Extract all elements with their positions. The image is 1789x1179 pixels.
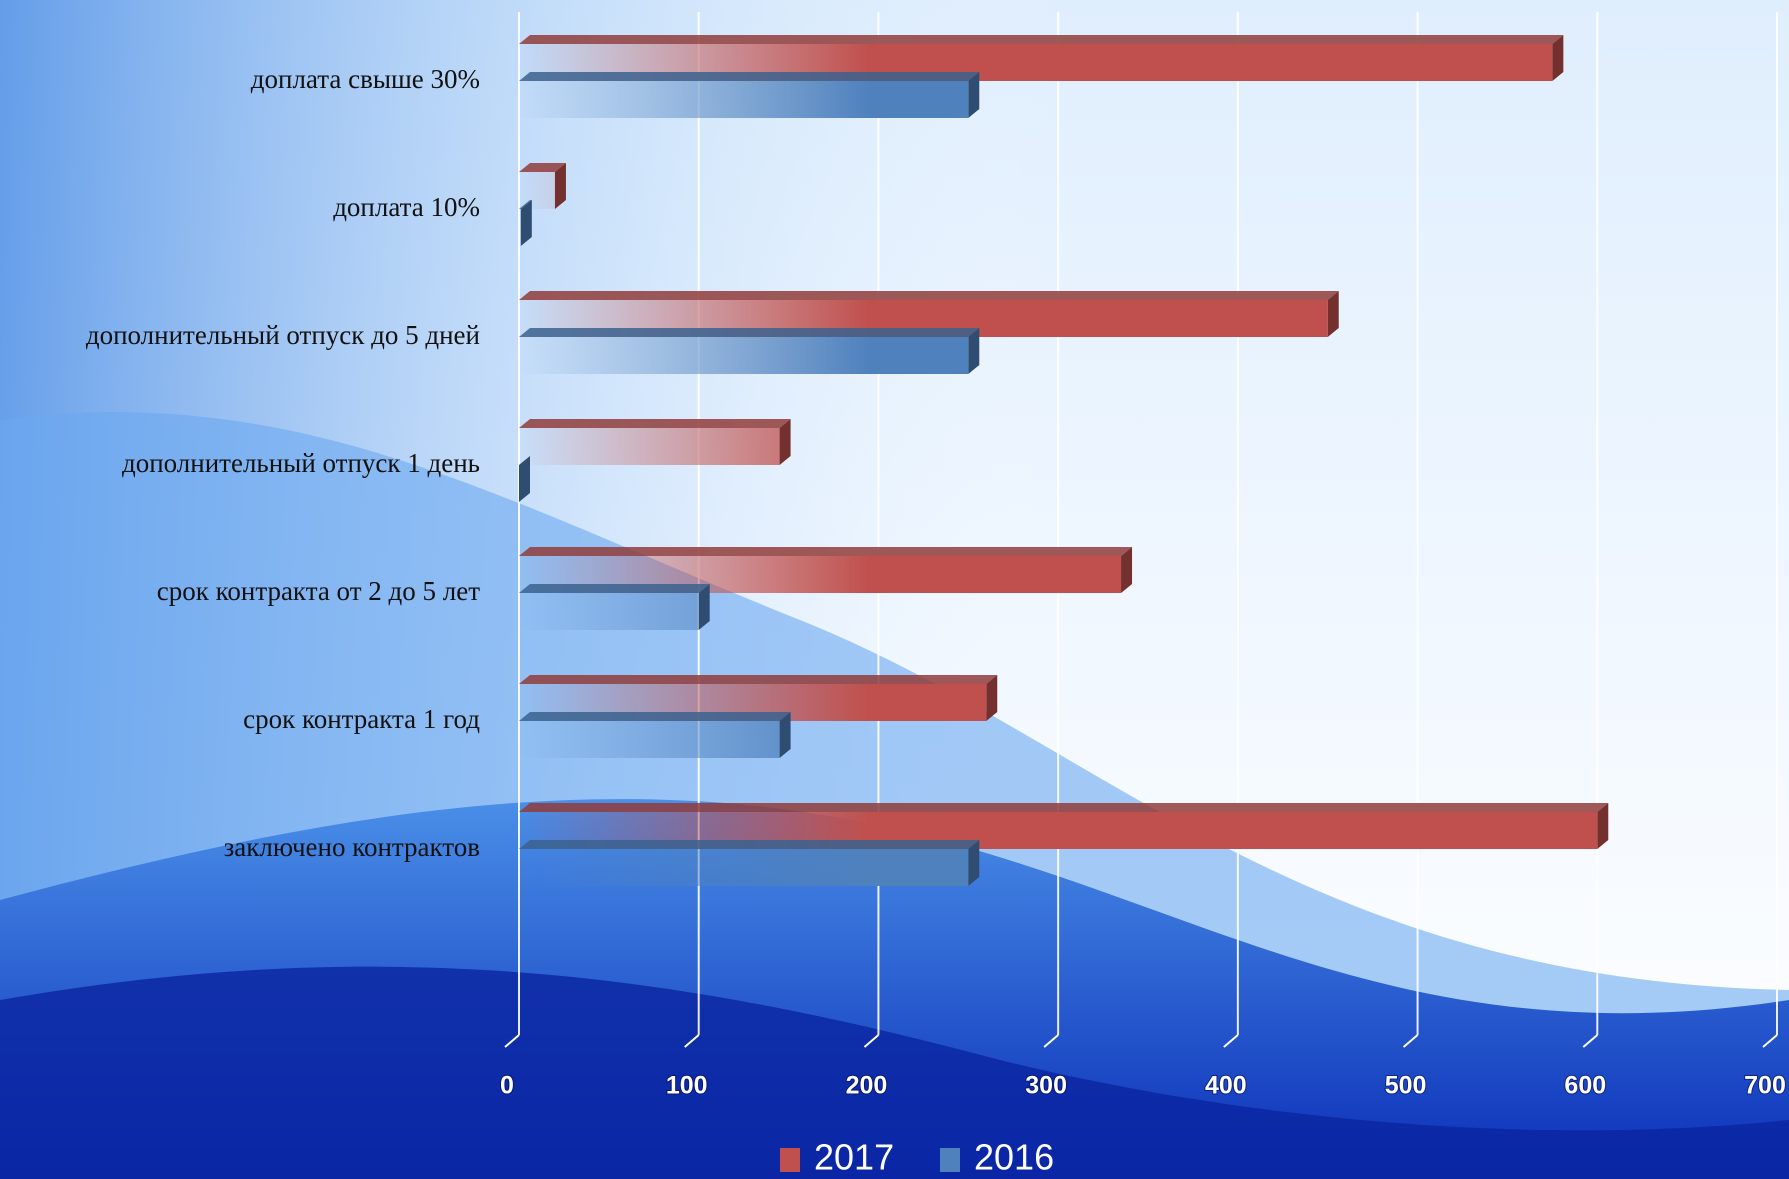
category-label: доплата 10%: [333, 192, 480, 222]
bar-side: [1327, 291, 1339, 337]
grid-foot: [684, 1034, 700, 1048]
bar: [519, 337, 969, 374]
bar-side: [1597, 803, 1609, 849]
bar-top: [519, 35, 1564, 44]
grid-foot: [1762, 1034, 1778, 1048]
wave: [0, 966, 1789, 1179]
legend-swatch: [940, 1148, 960, 1172]
category-label: дополнительный отпуск 1 день: [122, 448, 480, 478]
bar-side: [519, 456, 530, 502]
grid-foot: [1582, 1034, 1598, 1048]
bar: [519, 209, 521, 246]
category-label: доплата свыше 30%: [251, 64, 480, 94]
bar-top: [519, 675, 998, 684]
bar-side: [1552, 35, 1564, 81]
x-tick-label: 200: [846, 1072, 888, 1100]
x-tick-label: 0: [500, 1072, 514, 1100]
grid-foot: [1043, 1034, 1059, 1048]
grid-foot: [1402, 1034, 1419, 1048]
bar-top: [519, 840, 980, 849]
x-tick-label: 500: [1385, 1072, 1427, 1100]
grid-foot: [863, 1034, 880, 1048]
bar: [519, 721, 780, 758]
bar-side: [968, 840, 980, 886]
bar-top: [519, 163, 566, 172]
bar-top: [519, 291, 1339, 300]
legend-label: 2017: [814, 1137, 894, 1178]
bar-side: [1121, 547, 1133, 593]
bar-top: [519, 712, 791, 721]
bar: [519, 593, 699, 630]
x-tick-label: 700: [1744, 1072, 1786, 1100]
x-tick-label: 600: [1564, 1072, 1606, 1100]
category-label: срок контракта 1 год: [243, 704, 480, 734]
bar-side: [968, 328, 980, 374]
bar-side: [520, 200, 532, 246]
x-tick-label: 100: [666, 1072, 708, 1100]
bar-top: [519, 200, 532, 209]
bar-top: [519, 328, 980, 337]
bar-top: [519, 72, 980, 81]
category-label: заключено контрактов: [224, 832, 480, 862]
x-tick-label: 400: [1205, 1072, 1247, 1100]
bar: [519, 81, 969, 118]
legend-label: 2016: [974, 1137, 1054, 1178]
bar-top: [519, 803, 1609, 812]
bar-top: [519, 584, 710, 593]
bar-side: [968, 72, 980, 118]
bar-side: [779, 712, 791, 758]
grid-foot: [1223, 1034, 1239, 1048]
x-tick-label: 300: [1025, 1072, 1067, 1100]
bar-top: [519, 419, 791, 428]
bar-top: [519, 547, 1133, 556]
bar: [519, 849, 969, 886]
legend-swatch: [780, 1148, 800, 1172]
bar: [519, 428, 780, 465]
bar-side: [554, 163, 566, 209]
category-label: дополнительный отпуск до 5 дней: [86, 320, 480, 350]
bar: [519, 172, 555, 209]
category-label: срок контракта от 2 до 5 лет: [157, 576, 480, 606]
bar-side: [698, 584, 710, 630]
bar-side: [779, 419, 791, 465]
bar-side: [986, 675, 998, 721]
grid-foot: [504, 1034, 520, 1048]
